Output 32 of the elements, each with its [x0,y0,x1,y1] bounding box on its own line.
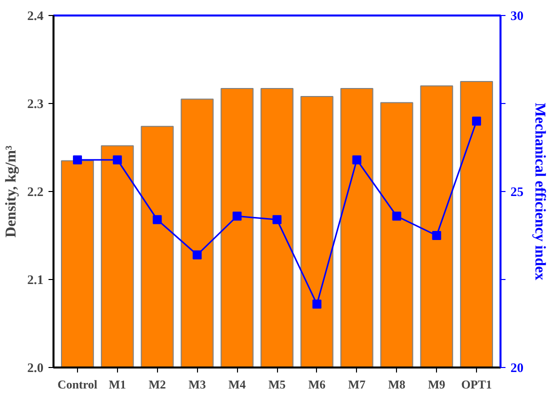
x-tick-label: M3 [188,378,206,392]
point [72,155,82,164]
y-axis-title: Density, kg/m³ [3,144,20,238]
y2-tick-label: 20 [510,360,524,375]
point [232,212,242,221]
y2-tick-label: 25 [510,184,524,199]
x-tick-label: Control [58,378,98,392]
y2-axis-title: Mechanical efficiency index [532,102,548,281]
x-tick-label: M6 [308,378,326,392]
x-tick-label: OPT1 [461,378,492,392]
point [472,116,482,126]
x-tick-label: M7 [348,378,366,392]
point [312,300,322,309]
x-tick-label: M1 [108,378,126,392]
point [392,212,402,221]
x-tick-label: M5 [268,378,286,392]
point [192,250,202,260]
point [152,215,162,224]
y-tick-label: 2.2 [27,184,44,199]
x-tick-label: M2 [148,378,166,392]
point [432,231,442,240]
y-tick-label: 2.1 [27,272,44,287]
x-tick-label: M9 [428,378,446,392]
point [272,215,282,224]
y-tick-label: 2.3 [27,96,44,111]
y-tick-label: 2.0 [27,360,44,375]
x-tick-label: M8 [388,378,406,392]
point [352,155,362,164]
x-tick-label: M4 [228,378,246,392]
y2-tick-label: 30 [510,8,524,23]
point [112,155,122,164]
y-tick-label: 2.4 [27,8,44,23]
